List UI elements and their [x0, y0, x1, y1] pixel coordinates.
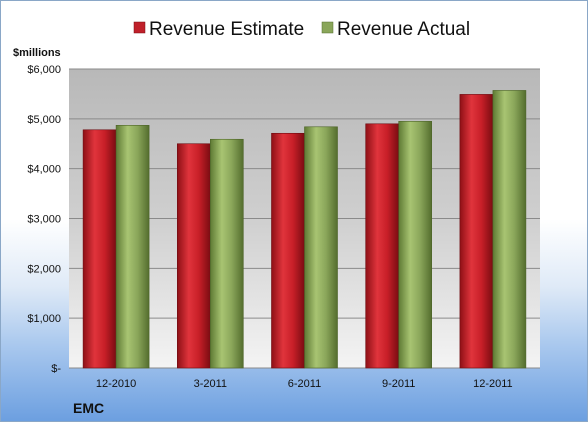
bar-revenue-actual [115, 125, 150, 369]
y-tick-label: $- [51, 363, 61, 375]
legend-label-estimate: Revenue Estimate [149, 19, 304, 40]
bar-revenue-actual [492, 90, 527, 369]
y-tick-label: $5,000 [27, 114, 61, 126]
bar-revenue-actual [210, 138, 244, 369]
bar-revenue-estimate [177, 143, 211, 369]
y-tick-label: $2,000 [27, 263, 61, 275]
bar-revenue-estimate [459, 94, 494, 369]
bar-revenue-estimate [82, 129, 117, 369]
y-axis-ticks: $- $1,000 $2,000 $3,000 $4,000 $5,000 $6,000 [27, 64, 61, 375]
x-tick-label: 12-2010 [96, 378, 136, 390]
y-tick-label: $1,000 [27, 313, 61, 325]
bar-revenue-actual [304, 126, 338, 369]
legend-label-actual: Revenue Actual [337, 19, 470, 40]
legend: Revenue Estimate Revenue Actual [133, 19, 470, 40]
x-tick-label: 12-2011 [473, 378, 513, 390]
y-unit-label: $millions [13, 47, 61, 59]
y-tick-label: $4,000 [27, 164, 61, 176]
company-label: EMC [73, 400, 104, 416]
x-tick-label: 3-2011 [194, 378, 227, 390]
legend-swatch-estimate [133, 21, 146, 34]
bars [82, 90, 527, 369]
y-tick-label: $6,000 [27, 64, 61, 76]
bar-revenue-actual [398, 121, 433, 369]
x-tick-label: 6-2011 [288, 378, 321, 390]
bar-revenue-estimate [365, 123, 400, 369]
legend-swatch-actual [321, 21, 334, 34]
y-tick-label: $3,000 [27, 214, 61, 226]
bar-revenue-estimate [271, 132, 305, 369]
x-axis-ticks: 12-2010 3-2011 6-2011 9-2011 12-2011 [96, 378, 513, 390]
x-tick-label: 9-2011 [382, 378, 415, 390]
